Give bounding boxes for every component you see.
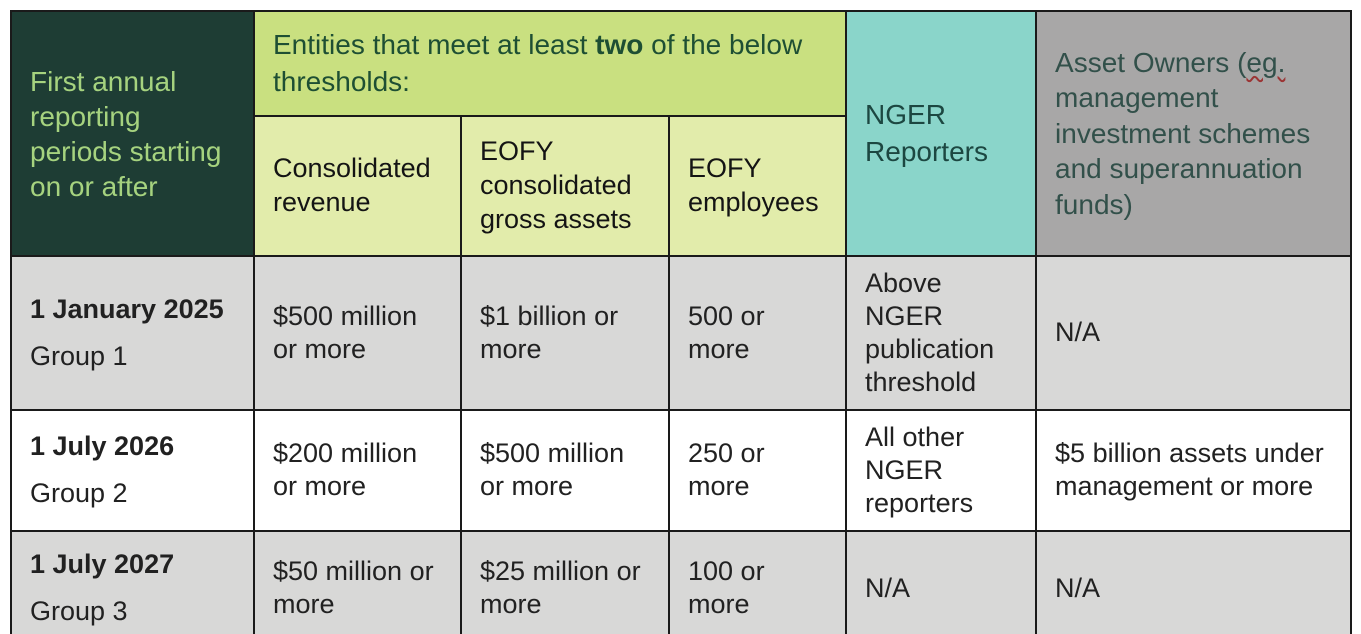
- subheader-eofy-employees: EOFY employees: [667, 115, 848, 257]
- period-group: Group 2: [30, 478, 128, 509]
- cell-revenue-group-1: $500 million or more: [253, 255, 462, 411]
- cell-employees-group-1: 500 or more: [667, 255, 848, 411]
- cell-nger-group-3: N/A: [845, 529, 1038, 634]
- header-entities-thresholds: Entities that meet at least two of the b…: [252, 10, 848, 117]
- cell-assets-group-2: $500 million or more: [460, 408, 670, 532]
- cell-asset-owners-group-2: $5 billion assets under management or mo…: [1035, 408, 1353, 532]
- cell-nger-group-2: All other NGER reporters: [845, 408, 1038, 532]
- cell-employees-group-2: 250 or more: [667, 408, 848, 532]
- cell-asset-owners-group-3: N/A: [1035, 529, 1353, 634]
- asset-owners-text-prefix: Asset Owners (: [1055, 46, 1247, 78]
- spellcheck-squiggle-word: eg.: [1246, 46, 1286, 78]
- entities-text-suffix: of the below thresholds:: [273, 29, 803, 97]
- entities-text-prefix: Entities that meet at least: [273, 29, 596, 61]
- period-group: Group 1: [30, 340, 128, 371]
- header-first-reporting-period: First annual reporting periods starting …: [10, 10, 255, 257]
- period-date: 1 July 2027: [30, 549, 175, 580]
- table-row-group-2: 1 July 2026 Group 2 $200 million or more…: [10, 408, 1353, 532]
- cell-revenue-group-2: $200 million or more: [253, 408, 462, 532]
- table-row-group-1: 1 January 2025 Group 1 $500 million or m…: [10, 255, 1353, 411]
- cell-period-group-3: 1 July 2027 Group 3: [10, 529, 255, 634]
- subheader-consolidated-revenue: Consolidated revenue: [253, 115, 462, 257]
- cell-nger-group-1: Above NGER publication threshold: [845, 255, 1038, 411]
- entities-text-bold-two: two: [595, 29, 644, 61]
- header-nger-reporters-label: NGER Reporters: [865, 99, 988, 167]
- asset-owners-text-suffix: management investment schemes and supera…: [1055, 82, 1311, 220]
- cell-employees-group-3: 100 or more: [667, 529, 848, 634]
- header-asset-owners: Asset Owners (eg. management investment …: [1035, 10, 1353, 257]
- subheader-eofy-gross-assets: EOFY consolidated gross assets: [460, 115, 670, 257]
- table-row-group-3: 1 July 2027 Group 3 $50 million or more …: [10, 529, 1353, 634]
- period-date: 1 July 2026: [30, 431, 175, 462]
- period-date: 1 January 2025: [30, 293, 224, 324]
- cell-period-group-1: 1 January 2025 Group 1: [10, 255, 255, 411]
- cell-revenue-group-3: $50 million or more: [253, 529, 462, 634]
- period-group: Group 3: [30, 596, 128, 627]
- reporting-thresholds-table: First annual reporting periods starting …: [10, 10, 1353, 634]
- cell-period-group-2: 1 July 2026 Group 2: [10, 408, 255, 532]
- header-first-reporting-period-label: First annual reporting periods starting …: [30, 65, 222, 202]
- cell-asset-owners-group-1: N/A: [1035, 255, 1353, 411]
- header-nger-reporters: NGER Reporters: [845, 10, 1038, 257]
- cell-assets-group-1: $1 billion or more: [460, 255, 670, 411]
- cell-assets-group-3: $25 million or more: [460, 529, 670, 634]
